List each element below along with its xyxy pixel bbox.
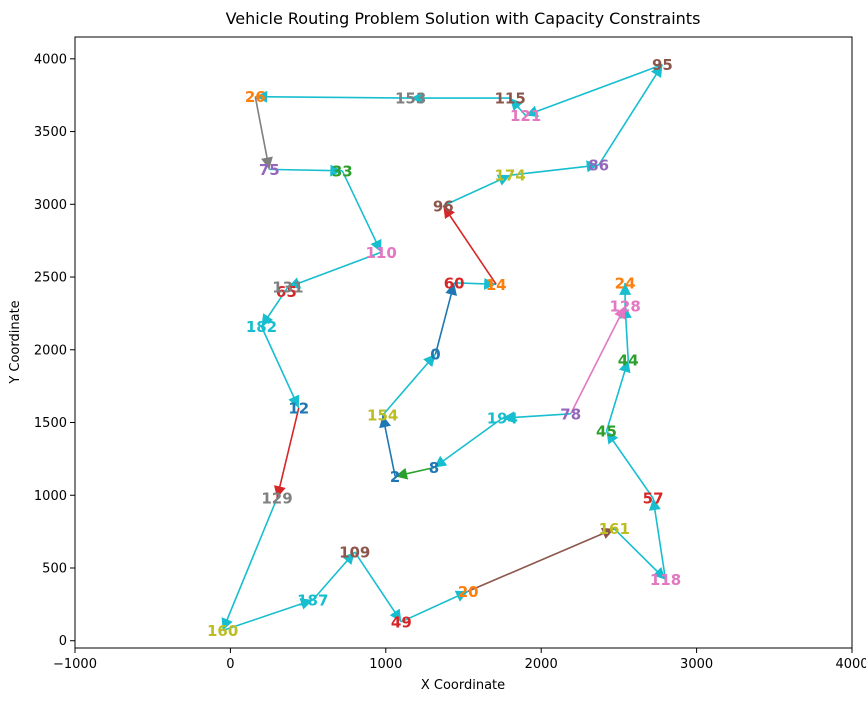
route-edge-86-to-95 <box>598 64 664 166</box>
node-label-121: 121 <box>510 107 541 125</box>
y-tick-label: 0 <box>59 634 67 649</box>
route-edge-110-to-131 <box>287 251 382 289</box>
route-edge-75-to-33 <box>269 164 343 177</box>
node-label-95: 95 <box>652 56 673 74</box>
route-edge-194-to-8 <box>433 417 503 469</box>
route-edge-96-to-174 <box>442 174 511 207</box>
route-edge-154-to-0 <box>382 353 437 416</box>
route-edge-60-to-14 <box>454 277 497 290</box>
node-label-45: 45 <box>596 423 617 441</box>
y-tick-label: 2000 <box>34 343 67 358</box>
node-label-44: 44 <box>618 351 639 369</box>
node-label-118: 118 <box>650 571 681 589</box>
node-label-187: 187 <box>297 591 328 609</box>
y-tick-label: 2500 <box>34 271 67 286</box>
node-label-78: 78 <box>560 405 581 423</box>
x-tick-label: 2000 <box>525 657 558 672</box>
node-label-110: 110 <box>365 244 396 262</box>
node-label-2: 2 <box>390 468 400 486</box>
route-edge-109-to-49 <box>354 551 403 623</box>
node-label-86: 86 <box>588 157 609 175</box>
node-label-153: 153 <box>395 90 426 108</box>
x-axis-ticks: −1000 0 1000 2000 3000 4000 <box>53 648 866 672</box>
chart-title: Vehicle Routing Problem Solution with Ca… <box>226 9 701 28</box>
node-label-131: 131 <box>272 279 303 297</box>
route-edge-26-to-75 <box>254 96 273 170</box>
route-edge-0-to-60 <box>434 282 457 355</box>
route-edge-182-to-12 <box>260 326 300 409</box>
y-tick-label: 500 <box>42 561 67 576</box>
route-edge-129-to-160 <box>221 497 278 631</box>
route-edge-49-to-20 <box>401 590 469 623</box>
x-tick-label: 1000 <box>369 657 402 672</box>
route-edge-121-to-115 <box>509 97 527 117</box>
x-tick-label: −1000 <box>53 657 97 672</box>
node-label-60: 60 <box>444 274 465 292</box>
route-edge-44-to-128 <box>619 306 632 361</box>
node-label-160: 160 <box>207 622 238 640</box>
route-edge-8-to-2 <box>394 466 435 480</box>
node-label-96: 96 <box>433 197 454 215</box>
y-tick-label: 4000 <box>34 52 67 67</box>
node-labels: 0 2 8 12 14 20 24 26 33 44 45 49 57 60 65 75 78 86 95 96 109… <box>207 56 681 640</box>
x-tick-label: 3000 <box>680 657 713 672</box>
y-axis-label: Y Coordinate <box>8 300 23 384</box>
node-label-115: 115 <box>494 90 525 108</box>
node-label-20: 20 <box>458 583 479 601</box>
route-edge-161-to-118 <box>613 528 667 581</box>
route-edge-153-to-26 <box>255 90 411 103</box>
node-label-154: 154 <box>367 407 398 425</box>
node-label-49: 49 <box>391 613 412 631</box>
route-edge-160-to-187 <box>222 598 314 632</box>
route-edge-33-to-110 <box>341 170 382 253</box>
y-tick-label: 3500 <box>34 125 67 140</box>
route-edge-78-to-194 <box>502 411 571 424</box>
route-edge-57-to-45 <box>605 430 654 499</box>
node-label-0: 0 <box>430 346 440 364</box>
route-edge-187-to-109 <box>312 551 356 601</box>
route-edge-174-to-86 <box>510 160 599 176</box>
node-label-174: 174 <box>494 167 525 185</box>
y-tick-label: 3000 <box>34 198 67 213</box>
node-label-12: 12 <box>288 399 309 417</box>
x-axis-label: X Coordinate <box>421 678 505 693</box>
node-label-194: 194 <box>487 410 518 428</box>
node-label-33: 33 <box>332 162 353 180</box>
route-edge-20-to-161 <box>467 527 615 592</box>
route-edge-95-to-121 <box>525 63 663 117</box>
node-label-75: 75 <box>259 161 280 179</box>
node-label-65: 65 <box>276 283 297 301</box>
node-label-129: 129 <box>261 490 292 508</box>
node-label-128: 128 <box>609 298 640 316</box>
route-edge-131-to-182 <box>260 286 289 327</box>
route-edge-12-to-129 <box>274 407 300 499</box>
x-tick-label: 4000 <box>835 657 866 672</box>
route-edge-45-to-44 <box>605 359 631 432</box>
y-tick-label: 1000 <box>34 489 67 504</box>
node-label-26: 26 <box>245 88 266 106</box>
plot-frame <box>74 36 853 649</box>
x-tick-label: 0 <box>226 657 234 672</box>
node-label-182: 182 <box>246 318 277 336</box>
route-edge-118-to-57 <box>648 498 667 580</box>
node-label-24: 24 <box>615 274 636 292</box>
route-edges <box>221 63 667 632</box>
node-label-14: 14 <box>486 276 507 294</box>
route-edge-78-to-128 <box>570 305 626 415</box>
node-label-161: 161 <box>599 520 630 538</box>
node-label-8: 8 <box>429 459 439 477</box>
y-tick-label: 1500 <box>34 416 67 431</box>
y-axis-ticks: 0 500 1000 1500 2000 2500 3000 3500 4000 <box>34 52 75 649</box>
route-edge-2-to-154 <box>379 415 396 477</box>
node-label-109: 109 <box>339 543 370 561</box>
plot-area <box>75 37 852 648</box>
route-edge-14-to-96 <box>442 205 497 285</box>
node-label-57: 57 <box>643 490 664 508</box>
